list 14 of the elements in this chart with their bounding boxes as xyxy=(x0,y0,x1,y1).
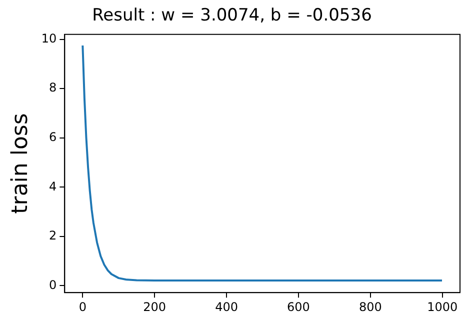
x-tick-label: 600 xyxy=(287,300,310,314)
x-tick-label: 400 xyxy=(215,300,238,314)
y-tick-label: 6 xyxy=(49,130,57,144)
x-tick-label: 200 xyxy=(143,300,166,314)
y-tick-label: 2 xyxy=(49,228,57,243)
chart-title: Result : w = 3.0074, b = -0.0536 xyxy=(92,6,372,26)
y-tick-label: 4 xyxy=(49,179,57,194)
x-tick-label: 1000 xyxy=(427,300,458,314)
x-tick-label: 800 xyxy=(358,300,382,314)
y-tick-label: 10 xyxy=(41,31,57,46)
x-tick-label: 0 xyxy=(78,300,86,314)
y-axis-title: train loss xyxy=(8,113,33,214)
y-tick-label: 8 xyxy=(49,80,57,95)
y-tick-label: 0 xyxy=(49,278,57,292)
